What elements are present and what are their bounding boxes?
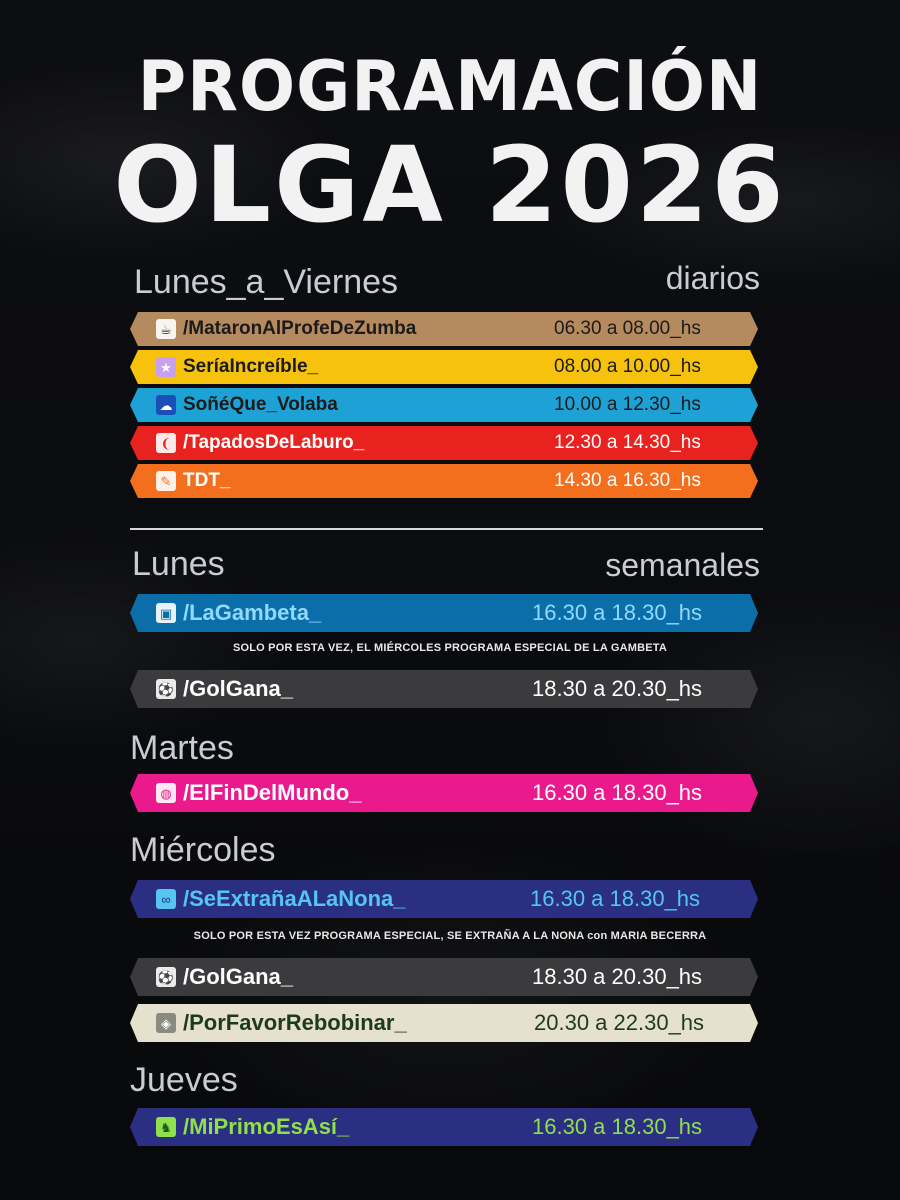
show-bar: ☁ SoñéQue_Volaba 10.00 a 12.30_hs	[130, 388, 758, 422]
show-time: 14.30 a 16.30_hs	[554, 470, 701, 491]
show-name: SeríaIncreíble_	[183, 356, 319, 377]
show-time: 16.30 a 18.30_hs	[532, 1114, 703, 1139]
show-bar: ▣ /LaGambeta_ 16.30 a 18.30_hs	[130, 594, 758, 632]
show-name: TDT_	[183, 470, 231, 491]
show-time: 06.30 a 08.00_hs	[554, 318, 701, 339]
show-bar: ☕ /MataronAlProfeDeZumba 06.30 a 08.00_h…	[130, 312, 758, 346]
show-time: 12.30 a 14.30_hs	[554, 432, 701, 453]
soccer-ball-icon: ⚽	[156, 679, 176, 699]
section-heading-thursday: Jueves	[130, 1061, 238, 1099]
show-bar: ◈ /PorFavorRebobinar_ 20.30 a 22.30_hs	[130, 1004, 758, 1042]
section-heading-tuesday: Martes	[130, 729, 234, 767]
show-name: /MataronAlProfeDeZumba	[183, 318, 417, 339]
pen-icon: ✎	[156, 471, 176, 491]
section-divider	[130, 528, 763, 530]
llama-icon: ♞	[156, 1117, 176, 1137]
page-title-line2: OLGA 2026	[113, 124, 787, 246]
show-bar: ◍ /ElFinDelMundo_ 16.30 a 18.30_hs	[130, 774, 758, 812]
show-time: 18.30 a 20.30_hs	[532, 964, 703, 989]
show-bar: ∞ /SeExtrañaALaNona_ 16.30 a 18.30_hs	[130, 880, 758, 918]
page-title-line1: PROGRAMACIÓN	[137, 46, 763, 127]
show-name: /PorFavorRebobinar_	[183, 1010, 407, 1035]
cloud-icon: ☁	[156, 395, 176, 415]
show-name: /ElFinDelMundo_	[183, 780, 362, 805]
show-bar: ⚽ /GolGana_ 18.30 a 20.30_hs	[130, 670, 758, 708]
show-time: 20.30 a 22.30_hs	[534, 1010, 705, 1035]
monday-note: SOLO POR ESTA VEZ, EL MIÉRCOLES PROGRAMA…	[232, 642, 668, 654]
glasses-icon: ∞	[156, 889, 176, 909]
section-heading-daily: Lunes_a_Viernes	[134, 263, 399, 301]
coffee-icon: ☕	[156, 319, 176, 339]
show-name: SoñéQue_Volaba	[183, 394, 338, 415]
show-time: 16.30 a 18.30_hs	[532, 600, 703, 625]
section-tag-weekly: semanales	[605, 547, 760, 583]
show-time: 10.00 a 12.30_hs	[554, 394, 701, 415]
soccer-ball-icon: ⚽	[156, 967, 176, 987]
show-bar: ♞ /MiPrimoEsAsí_ 16.30 a 18.30_hs	[130, 1108, 758, 1146]
show-name: /TapadosDeLaburo_	[183, 432, 365, 453]
show-name: /GolGana_	[183, 676, 294, 701]
ticket-icon: ◈	[156, 1013, 176, 1033]
show-bar: ❨ /TapadosDeLaburo_ 12.30 a 14.30_hs	[130, 426, 758, 460]
show-name: /SeExtrañaALaNona_	[183, 886, 406, 911]
star-icon: ★	[156, 357, 176, 377]
mug-icon: ▣	[156, 603, 176, 623]
show-bar: ★ SeríaIncreíble_ 08.00 a 10.00_hs	[130, 350, 758, 384]
show-time: 18.30 a 20.30_hs	[532, 676, 703, 701]
chili-icon: ❨	[156, 433, 176, 453]
show-time: 16.30 a 18.30_hs	[530, 886, 701, 911]
show-time: 16.30 a 18.30_hs	[532, 780, 703, 805]
wednesday-note: SOLO POR ESTA VEZ PROGRAMA ESPECIAL, SE …	[193, 930, 707, 942]
show-bar: ✎ TDT_ 14.30 a 16.30_hs	[130, 464, 758, 498]
show-name: /GolGana_	[183, 964, 294, 989]
section-heading-wednesday: Miércoles	[130, 831, 276, 869]
globe-icon: ◍	[156, 783, 176, 803]
section-heading-monday: Lunes	[132, 545, 225, 583]
section-tag-daily: diarios	[665, 260, 760, 296]
show-bar: ⚽ /GolGana_ 18.30 a 20.30_hs	[130, 958, 758, 996]
show-name: /LaGambeta_	[183, 600, 322, 625]
show-time: 08.00 a 10.00_hs	[554, 356, 701, 377]
show-name: /MiPrimoEsAsí_	[183, 1114, 350, 1139]
